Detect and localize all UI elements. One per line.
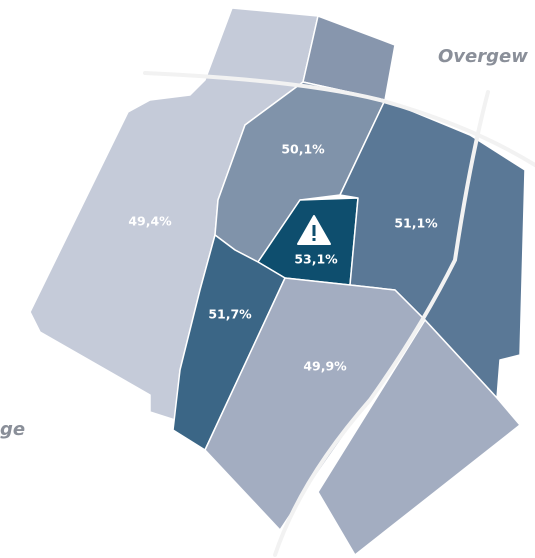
region-label: 51,1%: [394, 216, 438, 231]
place-label: ge: [0, 419, 25, 440]
warning-icon: [297, 215, 331, 245]
region-label: 51,7%: [208, 307, 252, 322]
region-label: 49,9%: [303, 359, 347, 374]
region-label: 53,1%: [294, 252, 338, 267]
region-label: 49,4%: [128, 214, 172, 229]
region-label: 50,1%: [281, 142, 325, 157]
region: [317, 319, 521, 556]
road: [143, 71, 535, 167]
road: [273, 90, 490, 557]
place-label: Overgew: [438, 46, 528, 67]
